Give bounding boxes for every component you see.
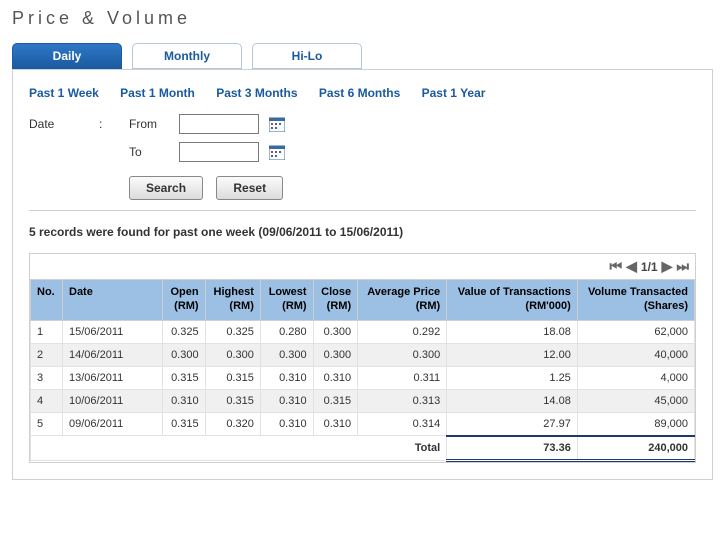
results-table: No. Date Open(RM) Highest(RM) Lowest(RM)… [30, 279, 695, 462]
cell-date: 13/06/2011 [63, 366, 163, 389]
cell-avg: 0.292 [358, 320, 447, 343]
col-high: Highest(RM) [205, 280, 260, 321]
cell-low: 0.280 [260, 320, 313, 343]
col-value: Value of Transactions(RM'000) [447, 280, 578, 321]
cell-close: 0.300 [313, 320, 358, 343]
cell-open: 0.310 [163, 389, 206, 412]
total-label: Total [31, 436, 447, 461]
total-row: Total73.36240,000 [31, 436, 695, 461]
col-close: Close(RM) [313, 280, 358, 321]
cell-avg: 0.311 [358, 366, 447, 389]
cell-close: 0.310 [313, 366, 358, 389]
header-row: No. Date Open(RM) Highest(RM) Lowest(RM)… [31, 280, 695, 321]
cell-open: 0.325 [163, 320, 206, 343]
cell-avg: 0.314 [358, 412, 447, 436]
range-link-past-6-months[interactable]: Past 6 Months [319, 86, 400, 100]
date-colon: : [99, 117, 129, 131]
col-open: Open(RM) [163, 280, 206, 321]
total-value: 73.36 [447, 436, 578, 461]
pager-last-icon[interactable]: ⏭ [676, 258, 689, 275]
cell-value: 18.08 [447, 320, 578, 343]
cell-volume: 62,000 [577, 320, 694, 343]
results-block: ⏮ ◀ 1/1 ▶ ⏭ No. Date Open(RM) Highest(RM… [29, 253, 696, 463]
cell-volume: 40,000 [577, 343, 694, 366]
status-text: 5 records were found for past one week (… [29, 225, 696, 239]
table-row: 410/06/20110.3100.3150.3100.3150.31314.0… [31, 389, 695, 412]
cell-high: 0.325 [205, 320, 260, 343]
col-avg: Average Price(RM) [358, 280, 447, 321]
cell-value: 27.97 [447, 412, 578, 436]
cell-no: 4 [31, 389, 63, 412]
cell-no: 5 [31, 412, 63, 436]
cell-close: 0.300 [313, 343, 358, 366]
cell-low: 0.310 [260, 366, 313, 389]
reset-button[interactable]: Reset [216, 176, 283, 200]
cell-volume: 89,000 [577, 412, 694, 436]
cell-no: 2 [31, 343, 63, 366]
cell-date: 09/06/2011 [63, 412, 163, 436]
pager-first-icon[interactable]: ⏮ [610, 258, 623, 275]
col-date: Date [63, 280, 163, 321]
table-row: 115/06/20110.3250.3250.2800.3000.29218.0… [31, 320, 695, 343]
cell-high: 0.315 [205, 366, 260, 389]
filter-panel: Past 1 Week Past 1 Month Past 3 Months P… [12, 69, 713, 480]
tab-monthly[interactable]: Monthly [132, 43, 242, 69]
from-label: From [129, 117, 179, 131]
range-link-past-3-months[interactable]: Past 3 Months [216, 86, 297, 100]
calendar-icon[interactable] [269, 144, 285, 160]
cell-date: 15/06/2011 [63, 320, 163, 343]
cell-open: 0.300 [163, 343, 206, 366]
table-row: 509/06/20110.3150.3200.3100.3100.31427.9… [31, 412, 695, 436]
cell-close: 0.315 [313, 389, 358, 412]
divider [29, 210, 696, 211]
cell-no: 3 [31, 366, 63, 389]
table-row: 313/06/20110.3150.3150.3100.3100.3111.25… [31, 366, 695, 389]
to-label: To [129, 145, 179, 159]
to-input[interactable] [179, 142, 259, 162]
cell-low: 0.310 [260, 412, 313, 436]
cell-value: 1.25 [447, 366, 578, 389]
col-low: Lowest(RM) [260, 280, 313, 321]
pager-text: 1/1 [641, 260, 658, 274]
range-link-past-1-year[interactable]: Past 1 Year [422, 86, 486, 100]
cell-low: 0.300 [260, 343, 313, 366]
range-link-past-1-month[interactable]: Past 1 Month [120, 86, 195, 100]
cell-open: 0.315 [163, 366, 206, 389]
search-button[interactable]: Search [129, 176, 203, 200]
cell-volume: 4,000 [577, 366, 694, 389]
cell-date: 14/06/2011 [63, 343, 163, 366]
cell-high: 0.315 [205, 389, 260, 412]
from-input[interactable] [179, 114, 259, 134]
cell-value: 14.08 [447, 389, 578, 412]
range-link-past-1-week[interactable]: Past 1 Week [29, 86, 99, 100]
pager: ⏮ ◀ 1/1 ▶ ⏭ [30, 254, 695, 279]
col-no: No. [31, 280, 63, 321]
cell-low: 0.310 [260, 389, 313, 412]
calendar-icon[interactable] [269, 116, 285, 132]
page-title: Price & Volume [12, 8, 713, 29]
cell-no: 1 [31, 320, 63, 343]
tab-daily[interactable]: Daily [12, 43, 122, 69]
pager-next-icon[interactable]: ▶ [662, 258, 673, 275]
cell-value: 12.00 [447, 343, 578, 366]
table-row: 214/06/20110.3000.3000.3000.3000.30012.0… [31, 343, 695, 366]
cell-open: 0.315 [163, 412, 206, 436]
cell-volume: 45,000 [577, 389, 694, 412]
date-label: Date [29, 117, 99, 131]
cell-avg: 0.300 [358, 343, 447, 366]
total-volume: 240,000 [577, 436, 694, 461]
cell-date: 10/06/2011 [63, 389, 163, 412]
cell-avg: 0.313 [358, 389, 447, 412]
range-links: Past 1 Week Past 1 Month Past 3 Months P… [29, 86, 696, 100]
cell-close: 0.310 [313, 412, 358, 436]
tab-bar: Daily Monthly Hi-Lo [12, 43, 713, 69]
col-volume: Volume Transacted(Shares) [577, 280, 694, 321]
cell-high: 0.300 [205, 343, 260, 366]
pager-prev-icon[interactable]: ◀ [626, 258, 637, 275]
cell-high: 0.320 [205, 412, 260, 436]
tab-hilo[interactable]: Hi-Lo [252, 43, 362, 69]
